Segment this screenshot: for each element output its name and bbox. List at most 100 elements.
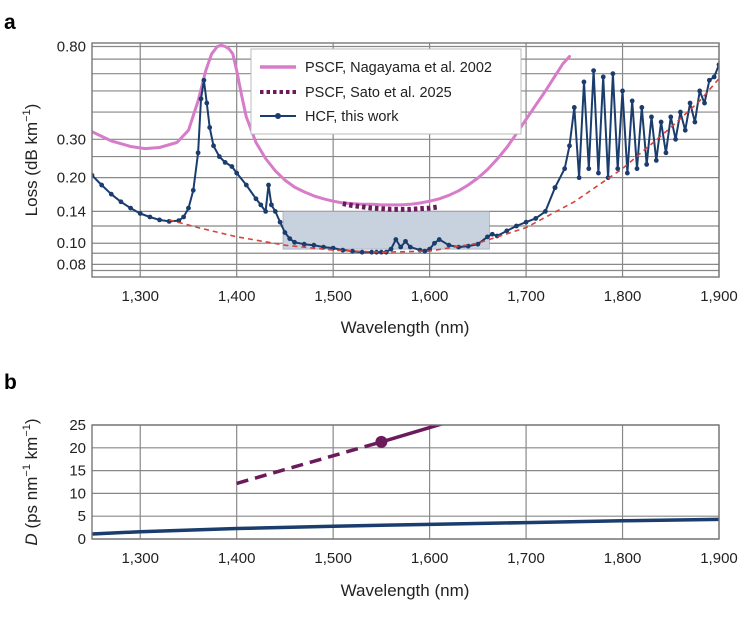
series-hcf-this-work-point (378, 249, 384, 255)
series-hcf-dispersion-line (92, 517, 719, 536)
series-hcf-this-work-point (253, 196, 259, 202)
series-hcf-this-work-point (403, 238, 408, 244)
series-hcf-resonance-region-point (571, 105, 577, 110)
series-hcf-resonance-region-point (644, 162, 650, 167)
series-hcf-resonance-region-point (586, 166, 592, 172)
x-tick-label: 1,400 (218, 550, 256, 567)
series-hcf-this-work-point (157, 217, 162, 223)
panel-a-legend: PSCF, Nagayama et al. 2002 PSCF, Sato et… (250, 48, 522, 135)
series-hcf-this-work-point (432, 240, 437, 246)
series-hcf-this-work-point (388, 246, 394, 252)
panel-b-frame (91, 424, 720, 540)
series-pscf-dispersion-solid-line (379, 425, 445, 444)
x-tick-label: 1,800 (604, 288, 642, 305)
x-tick-label: 1,700 (507, 288, 545, 305)
x-tick-label: 1,300 (121, 550, 159, 567)
series-pscf-sato-et-al-2025-line (342, 201, 440, 212)
series-hcf-this-work-point (198, 96, 204, 102)
panel-a-x-axis-label: Wavelength (nm) (341, 318, 470, 337)
series-hcf-this-work-point (542, 209, 548, 214)
series-pscf-nagayama-et-al-2002-line (92, 43, 571, 207)
series-hcf-resonance-region-point (615, 166, 621, 172)
series-hcf-resonance-region-point (591, 68, 596, 74)
series-hcf-this-work-point (340, 247, 346, 253)
y-tick-label: 15 (69, 463, 86, 480)
plot-clip-group (92, 43, 719, 255)
series-hcf-this-work-point (287, 236, 293, 242)
y-tick-label: 0.20 (57, 170, 86, 187)
series-hcf-resonance-region-point (552, 185, 558, 191)
y-tick-label: 0.10 (57, 235, 86, 252)
series-hcf-resonance-region-point (653, 158, 659, 163)
panel-a-y-tick-labels: 0.08 0.10 0.14 0.20 0.30 0.80 (57, 38, 86, 273)
series-hcf-this-work-point (504, 228, 510, 234)
series-hcf-this-work-point (204, 100, 210, 106)
series-hcf-this-work-point (292, 239, 297, 245)
series-hcf-this-work-point (359, 249, 365, 255)
series-hcf-this-work-point (99, 182, 105, 188)
x-tick-label: 1,700 (507, 550, 545, 567)
legend-label-sato: PSCF, Sato et al. 2025 (305, 85, 452, 101)
series-hcf-this-work-point (393, 237, 399, 242)
x-tick-label: 1,900 (700, 288, 738, 305)
x-tick-label: 1,500 (314, 550, 352, 567)
series-hcf-this-work-point (523, 219, 529, 225)
series-hcf-resonance-region-point (639, 105, 645, 110)
panel-b-plot-area (92, 425, 719, 536)
series-hcf-resonance-region-point (596, 170, 601, 176)
series-hcf-resonance-region-point (706, 77, 712, 83)
panel-b-x-tick-labels: 1,300 1,400 1,500 1,600 1,700 1,800 1,900 (121, 550, 737, 567)
series-hcf-resonance-region-point (581, 79, 587, 85)
x-tick-label: 1,400 (218, 288, 256, 305)
series-hcf-this-work-point (211, 143, 216, 149)
series-hcf-this-work-point (263, 209, 269, 214)
series-hcf-this-work-point (407, 244, 413, 250)
series-hcf-this-work-point (190, 187, 196, 193)
series-hcf-resonance-region-point (610, 71, 616, 77)
y-tick-label: 20 (69, 440, 86, 457)
series-hcf-this-work-point (272, 209, 278, 214)
series-pscf-dispersion-dashed-line (236, 440, 382, 486)
series-hcf-this-work-point (282, 230, 288, 235)
series-hcf-this-work-point (147, 214, 153, 220)
series-hcf-this-work-point (436, 237, 442, 242)
y-tick-label: 0.08 (57, 256, 86, 273)
series-hcf-resonance-region-point (702, 100, 707, 106)
series-hcf-resonance-region-point (711, 74, 717, 80)
series-hcf-this-work-point (195, 150, 201, 156)
panel-b-x-axis-label: Wavelength (nm) (341, 581, 470, 600)
series-hcf-this-work-point (266, 182, 271, 188)
series-hcf-this-work-point (207, 125, 213, 130)
x-tick-label: 1,800 (604, 550, 642, 567)
series-hcf-this-work-point (489, 231, 495, 237)
series-hcf-this-work-point (234, 170, 240, 176)
series-hcf-this-work-point (446, 242, 452, 248)
series-hcf-this-work-point (258, 202, 264, 208)
series-hcf-this-work-point (229, 164, 235, 169)
series-hcf-this-work-point (128, 205, 133, 211)
series-hcf-this-work-point (533, 216, 539, 221)
series-hcf-this-work-point (301, 241, 307, 247)
series-hcf-this-work-point (108, 191, 114, 197)
series-hcf-resonance-region-point (562, 166, 568, 172)
panel-a-label: a (4, 11, 16, 34)
series-hcf-resonance-region-point (663, 150, 669, 156)
x-tick-label: 1,600 (411, 550, 449, 567)
series-hcf-resonance-region-point (668, 114, 674, 120)
series-hcf-resonance-region-point (697, 88, 703, 94)
series-pscf-at-1-550-nm-point (375, 435, 388, 448)
series-hcf-this-work-point (475, 241, 481, 247)
series-hcf-this-work-point (277, 219, 283, 225)
plot-clip-group (92, 425, 719, 536)
panel-a-plot-area (92, 43, 719, 255)
series-hcf-resonance-region-point (567, 143, 572, 149)
series-hcf-this-work-point (485, 234, 490, 240)
series-hcf-resonance-region-point (692, 119, 698, 125)
series-hcf-resonance-region-line (554, 63, 719, 189)
series-hcf-resonance-region-point (687, 100, 693, 106)
series-hcf-this-work-point (186, 205, 191, 211)
panel-b-y-tick-labels: 0 5 10 15 20 25 (69, 417, 86, 548)
y-tick-label: 5 (78, 508, 86, 525)
series-hcf-resonance-region-point (620, 88, 625, 94)
